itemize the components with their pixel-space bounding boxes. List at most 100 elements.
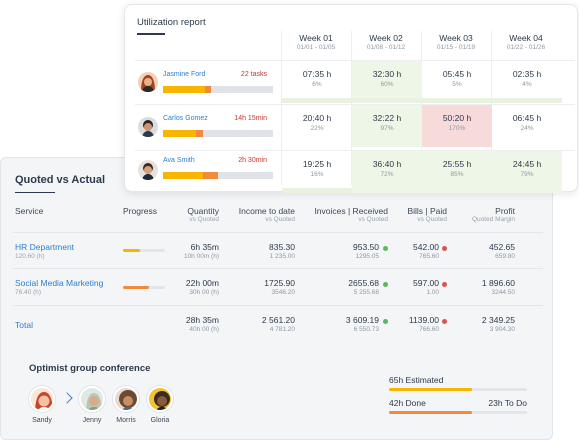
cell-percent: 6%: [312, 81, 322, 88]
allocation-bar: [163, 86, 273, 93]
woman-avatar-icon: [138, 72, 158, 92]
jenny-avatar[interactable]: [79, 386, 105, 412]
cell-hours: 07:35 h: [302, 69, 332, 79]
week-cell[interactable]: 05:45 h 5%: [422, 61, 492, 103]
quantity-value: 22h 00m: [185, 278, 219, 288]
jenny-name: Jenny: [82, 417, 102, 424]
week-cell[interactable]: 32:22 h 97%: [352, 105, 422, 147]
col-header-service: Service: [15, 206, 44, 216]
profit-value: 1 896.60: [481, 278, 515, 288]
week-cell[interactable]: 07:35 h 6%: [282, 61, 352, 103]
allocation-bar: [163, 130, 273, 137]
title-underline: [137, 33, 165, 35]
woman-avatar-icon: [81, 388, 103, 410]
invoices-quoted: 5 255.68: [353, 289, 379, 296]
gloria-avatar[interactable]: [147, 386, 173, 412]
todo-label: 23h To Do: [488, 398, 527, 408]
done-bar: [389, 411, 527, 414]
week-header-1: Week 01: [299, 33, 333, 43]
week-cell[interactable]: 32:30 h 60%: [352, 61, 422, 103]
cell-hours: 36:40 h: [372, 159, 402, 169]
quantity-quoted: 30h 00 (h): [189, 289, 219, 296]
total-quantity-quoted: 40h 00 (h): [189, 326, 219, 333]
col-header-invoices: Invoices | Received: [314, 206, 388, 216]
row-divider: [135, 60, 575, 61]
person-name[interactable]: Jasmine Ford: [163, 71, 206, 78]
sandy-avatar[interactable]: [29, 386, 55, 412]
profit-value: 452.65: [489, 242, 515, 252]
week-header-3: Week 03: [439, 33, 473, 43]
week-dates-2: 01/08 - 01/12: [366, 44, 406, 51]
cell-percent: 5%: [452, 81, 462, 88]
progress-fill: [123, 286, 150, 289]
morris-avatar[interactable]: [113, 386, 139, 412]
cell-percent: 4%: [522, 81, 532, 88]
status-dot-green: [383, 246, 388, 251]
row-divider: [135, 104, 575, 105]
service-link-social-media[interactable]: Social Media Marketing: [15, 278, 104, 288]
bills-quoted: 765.60: [419, 253, 439, 260]
total-bills-quoted: 766.60: [419, 326, 439, 333]
carlos-avatar[interactable]: [138, 117, 158, 137]
status-dot-green: [383, 282, 388, 287]
man-avatar-icon: [138, 160, 158, 180]
total-label: Total: [15, 320, 33, 330]
status-dot-red: [442, 319, 447, 324]
allocation-bar: [163, 172, 273, 179]
ava-avatar[interactable]: [138, 160, 158, 180]
total-bills: 1139.00: [408, 315, 439, 325]
week-dates-4: 01/22 - 01/26: [506, 44, 546, 51]
person-name[interactable]: Ava Smith: [163, 157, 195, 164]
conference-title: Optimist group conference: [29, 363, 151, 374]
week-cell[interactable]: 19:25 h 16%: [282, 151, 352, 193]
estimated-bar: [389, 388, 527, 391]
week-cell[interactable]: 02:35 h 4%: [492, 61, 562, 103]
person-name[interactable]: Carlos Gomez: [163, 115, 208, 122]
col-header-progress: Progress: [123, 206, 158, 216]
quantity-quoted: 10h 00m (h): [183, 253, 219, 260]
col-header-bills: Bills | Paid: [407, 206, 447, 216]
cell-hours: 32:22 h: [372, 113, 402, 123]
service-link-hr[interactable]: HR Department: [15, 242, 75, 252]
week-header-2: Week 02: [369, 33, 403, 43]
week-cell[interactable]: 20:40 h 22%: [282, 105, 352, 147]
cell-percent: 60%: [380, 81, 394, 88]
col-subheader-quantity: vs Quoted: [189, 216, 219, 223]
week-cell[interactable]: 50:20 h 170%: [422, 105, 492, 147]
man-avatar-icon: [138, 117, 158, 137]
income-value: 1725.90: [264, 278, 295, 288]
jasmine-avatar[interactable]: [138, 72, 158, 92]
col-subheader-bills: vs Quoted: [417, 216, 447, 223]
invoices-quoted: 1295.05: [355, 253, 380, 260]
profit-margin: 659.80: [495, 253, 515, 260]
col-header-quantity: Quantity: [187, 206, 219, 216]
cell-hours: 20:40 h: [302, 113, 332, 123]
week-cell[interactable]: 24:45 h 79%: [492, 151, 562, 193]
chevron-right-icon: [61, 392, 73, 404]
status-dot-green: [383, 319, 388, 324]
cell-strip: [352, 98, 422, 103]
cell-percent: 85%: [450, 171, 464, 178]
total-income: 2 561.20: [261, 315, 295, 325]
person-tasks: 22 tasks: [240, 71, 267, 78]
estimated-label: 65h Estimated: [389, 375, 444, 385]
service-hours: 120.60 (h): [15, 253, 45, 260]
progress-bar: [123, 249, 165, 252]
done-bar-fill: [389, 411, 472, 414]
column-divider: [351, 31, 352, 185]
cell-hours: 32:30 h: [372, 69, 402, 79]
cell-strip: [282, 98, 352, 103]
cell-hours: 05:45 h: [442, 69, 472, 79]
cell-percent: 24%: [520, 125, 534, 132]
invoices-value: 2655.68: [348, 278, 379, 288]
cell-hours: 19:25 h: [302, 159, 332, 169]
week-cell[interactable]: 36:40 h 72%: [352, 151, 422, 193]
week-cell[interactable]: 06:45 h 24%: [492, 105, 562, 147]
week-cell[interactable]: 25:55 h 85%: [422, 151, 492, 193]
cell-percent: 22%: [310, 125, 324, 132]
allocation-yellow: [163, 172, 203, 179]
bills-value: 597.00: [413, 278, 439, 288]
row-divider: [13, 268, 543, 269]
allocation-orange: [196, 130, 203, 137]
